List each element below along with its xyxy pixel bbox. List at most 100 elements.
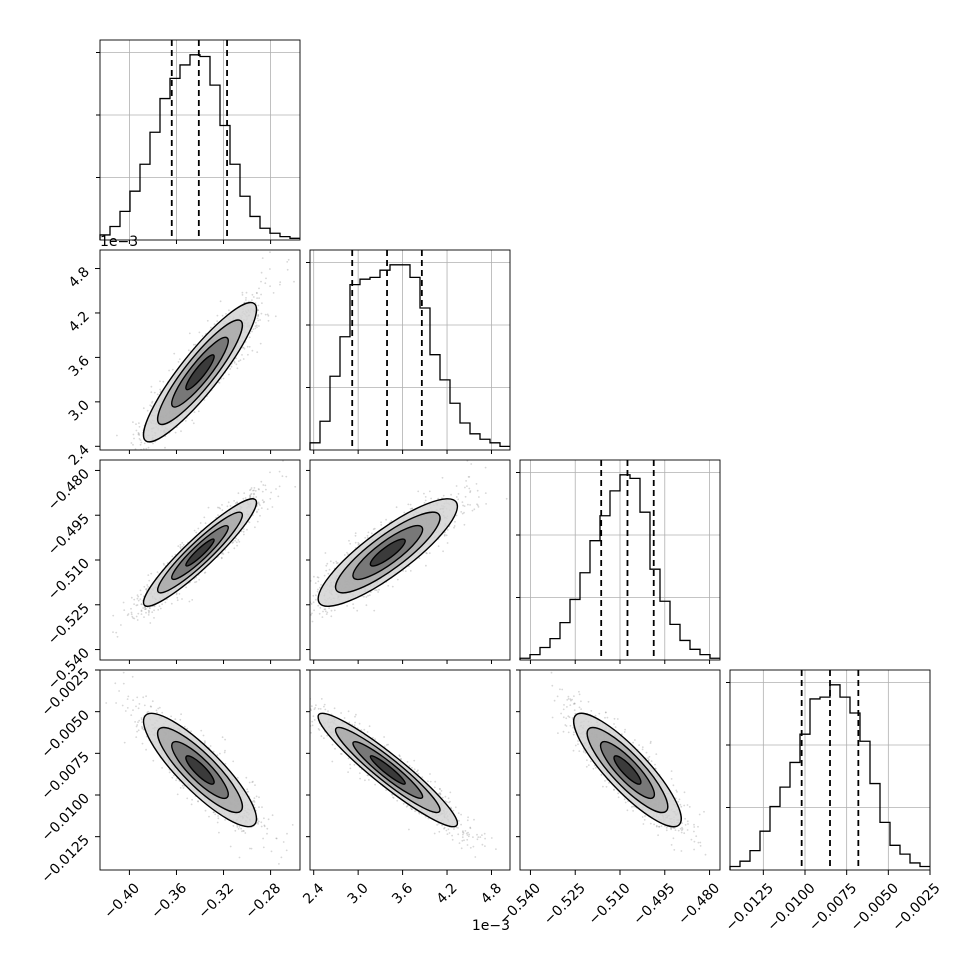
scatter-point — [191, 419, 194, 422]
scatter-point — [241, 294, 244, 296]
panel-frame — [99, 249, 301, 451]
scatter-point — [325, 613, 328, 615]
scatter-point — [477, 506, 480, 508]
scatter-point — [177, 361, 180, 363]
scatter-point — [278, 485, 281, 488]
scatter-point — [216, 314, 219, 317]
scatter-point — [352, 607, 355, 609]
scatter-point — [116, 434, 118, 437]
scatter-point — [253, 487, 256, 489]
scatter-point — [367, 594, 369, 597]
scatter-point — [484, 466, 487, 469]
scatter-point — [403, 511, 406, 514]
scatter-point — [140, 610, 143, 613]
scatter-point — [260, 507, 263, 509]
scatter-point — [269, 471, 271, 474]
scatter-point — [332, 562, 335, 564]
scatter-point — [237, 539, 240, 541]
scatter-point — [320, 584, 322, 586]
scatter-point — [464, 495, 467, 498]
scatter-point — [260, 271, 263, 274]
scatter-point — [256, 297, 258, 299]
scatter-point — [145, 447, 148, 450]
scatter-point — [133, 598, 136, 601]
scatter-point — [475, 483, 478, 485]
scatter-point — [387, 584, 390, 587]
scatter-point — [236, 502, 239, 504]
scatter-point — [176, 596, 179, 599]
scatter-point — [112, 614, 115, 617]
scatter-point — [130, 613, 133, 616]
scatter-point — [450, 493, 452, 496]
scatter-point — [377, 591, 379, 593]
scatter-point — [319, 586, 321, 589]
scatter-point — [143, 442, 146, 445]
scatter-point — [130, 607, 132, 610]
scatter-point — [277, 495, 280, 498]
scatter-point — [237, 360, 240, 363]
scatter-point — [249, 489, 251, 491]
scatter-point — [262, 484, 265, 486]
panel-content — [105, 671, 294, 865]
scatter-point — [256, 317, 259, 320]
scatter-point — [120, 624, 122, 626]
scatter-point — [142, 407, 145, 410]
scatter-point — [146, 451, 148, 453]
scatter-point — [153, 617, 155, 619]
scatter-point — [147, 614, 150, 616]
panel-frame — [99, 39, 301, 241]
scatter-point — [324, 610, 327, 613]
scatter-point — [324, 608, 327, 611]
scatter-point — [242, 528, 245, 530]
scatter-point — [203, 399, 206, 401]
scatter-point — [137, 432, 140, 434]
scatter-point — [269, 268, 271, 270]
scatter-point — [145, 611, 147, 614]
scatter-point — [235, 537, 237, 540]
scatter-point — [465, 480, 467, 482]
scatter-point — [349, 542, 352, 545]
scatter-point — [254, 327, 257, 330]
histogram-panel-2 — [516, 459, 721, 661]
scatter-point — [206, 319, 209, 322]
scatter-point — [185, 586, 188, 589]
scatter-point — [222, 553, 225, 555]
scatter-point — [255, 291, 258, 294]
scatter-point — [260, 480, 263, 483]
scatter-point — [258, 806, 260, 808]
scatter-point — [221, 736, 224, 739]
scatter-point — [135, 423, 137, 425]
scatter-point — [247, 353, 249, 356]
scatter-point — [256, 520, 259, 523]
scatter-point — [269, 285, 271, 288]
scatter-point — [138, 438, 141, 440]
scatter-point — [278, 863, 280, 865]
scatter-point — [462, 504, 464, 507]
scatter-point — [278, 629, 280, 631]
scatter-point — [248, 345, 251, 348]
scatter-point — [307, 607, 309, 609]
scatter-point — [264, 313, 267, 316]
scatter-point — [237, 492, 240, 495]
scatter-point — [149, 705, 152, 708]
scatter-point — [241, 354, 243, 356]
scatter-point — [242, 346, 245, 349]
scatter-point — [317, 604, 320, 607]
scatter-point — [201, 335, 204, 337]
scatter-point — [137, 599, 140, 602]
scatter-point — [256, 292, 258, 295]
scatter-point — [138, 703, 141, 705]
contour-level — [185, 354, 215, 391]
scatter-point — [358, 543, 360, 545]
scatter-point — [524, 469, 526, 471]
scatter-point — [122, 601, 125, 604]
scatter-point — [505, 497, 508, 500]
scatter-point — [319, 606, 322, 609]
scatter-point — [271, 506, 274, 508]
scatter-point — [251, 293, 254, 296]
scatter-point — [139, 443, 142, 446]
scatter-point — [144, 606, 147, 609]
scatter-point — [263, 817, 265, 820]
scatter-point — [446, 529, 449, 531]
scatter-point — [142, 607, 145, 609]
